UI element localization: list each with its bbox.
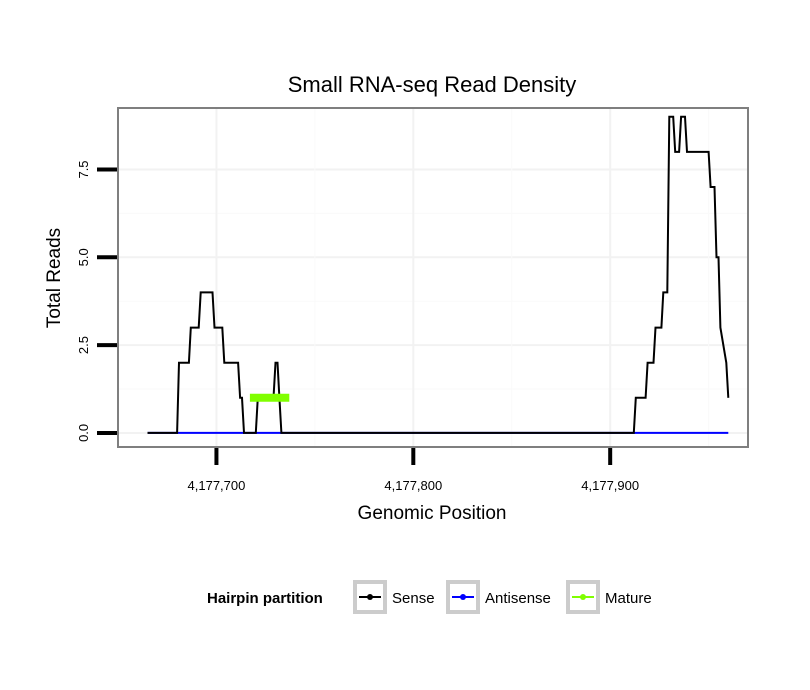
x-axis-title: Genomic Position — [358, 503, 507, 524]
plot-panel-border — [117, 107, 749, 448]
x-tick-label: 4,177,700 — [188, 478, 246, 493]
chart-title: Small RNA-seq Read Density — [288, 72, 577, 97]
legend-entry-antisense: Antisense — [446, 580, 551, 614]
x-tick-label: 4,177,800 — [384, 478, 442, 493]
legend: Hairpin partition Sense Antisense Mature — [207, 580, 652, 614]
grid — [118, 108, 748, 447]
legend-key-point — [460, 594, 466, 600]
x-axis: 4,177,700 4,177,800 4,177,900 — [188, 448, 639, 493]
legend-entry-sense: Sense — [353, 580, 435, 614]
y-tick-label: 2.5 — [76, 336, 91, 354]
y-tick-label: 5.0 — [76, 248, 91, 266]
series-group — [147, 115, 730, 434]
legend-title: Hairpin partition — [207, 590, 323, 607]
legend-label: Mature — [605, 590, 652, 607]
x-tick-label: 4,177,900 — [581, 478, 639, 493]
legend-key-point — [580, 594, 586, 600]
y-axis-title: Total Reads — [44, 228, 65, 328]
legend-key-point — [367, 594, 373, 600]
legend-label: Antisense — [485, 590, 551, 607]
legend-label: Sense — [392, 590, 435, 607]
series-line-sense — [147, 115, 730, 434]
y-tick-label: 0.0 — [76, 424, 91, 442]
y-tick-label: 7.5 — [76, 160, 91, 178]
y-axis: 0.0 2.5 5.0 7.5 — [76, 160, 117, 442]
legend-entry-mature: Mature — [566, 580, 652, 614]
